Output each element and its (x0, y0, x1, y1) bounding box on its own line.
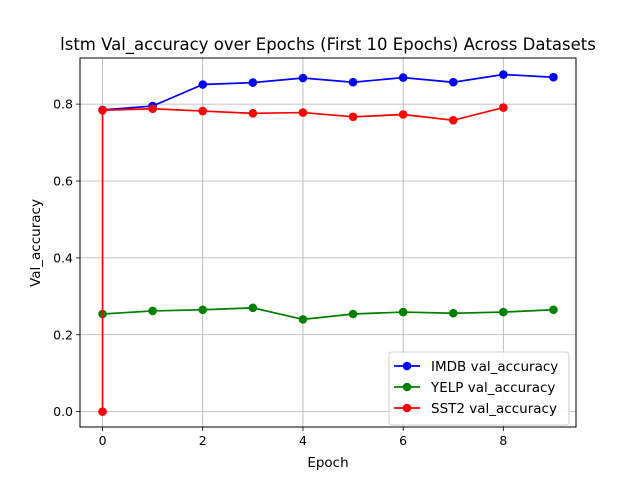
series-layer (98, 70, 558, 416)
y-tick-label: 0.2 (53, 327, 73, 342)
data-point (398, 307, 408, 317)
legend-marker (402, 382, 412, 392)
x-tick-label: 0 (99, 433, 107, 448)
data-point (499, 70, 508, 79)
legend-marker (402, 361, 412, 371)
legend-marker (402, 403, 412, 413)
grid (80, 58, 576, 427)
data-point (499, 307, 508, 317)
legend-box (388, 351, 570, 426)
legend: IMDB val_accuracy YELP val_accuracy SST2 v… (388, 351, 570, 426)
data-point (198, 106, 208, 116)
data-point (298, 315, 308, 324)
x-tick-label: 4 (299, 433, 307, 448)
data-point (198, 80, 208, 89)
y-tick-label: 0.0 (53, 404, 73, 419)
series-0 (98, 70, 558, 115)
y-tick-label: 0.4 (53, 250, 73, 265)
data-point (448, 115, 458, 125)
data-point (248, 109, 258, 118)
series-line (102, 73, 554, 111)
data-point (549, 72, 558, 82)
data-point (198, 305, 208, 315)
y-tick-label: 0.8 (53, 97, 73, 112)
data-point (348, 112, 358, 122)
chart-title: lstm Val_accuracy over Epochs (First 10 … (60, 35, 596, 55)
legend-label: SST2 val_accuracy (431, 401, 557, 417)
data-point (98, 105, 107, 115)
series-line (101, 106, 504, 412)
data-point (448, 308, 458, 318)
series-line (102, 306, 554, 321)
series-2 (98, 103, 508, 416)
data-point (98, 407, 107, 416)
data-point (298, 108, 308, 117)
legend-label: YELP val_accuracy (430, 380, 555, 396)
x-tick-label: 2 (199, 433, 207, 448)
data-point (348, 77, 358, 87)
x-tick-label: 6 (399, 433, 407, 448)
plot-frame (79, 57, 577, 428)
data-point (499, 103, 508, 112)
data-point (148, 306, 157, 316)
y-tick-label: 0.6 (53, 174, 73, 189)
data-point (248, 78, 258, 87)
series-1 (98, 303, 558, 324)
data-point (448, 77, 458, 87)
x-axis-label: Epoch (307, 455, 348, 471)
data-point (148, 104, 157, 114)
x-tick-label: 8 (499, 433, 507, 448)
data-point (298, 73, 308, 83)
data-point (549, 305, 558, 315)
data-point (398, 73, 408, 82)
legend-label: IMDB val_accuracy (431, 359, 558, 375)
data-point (348, 309, 358, 319)
axis-ticks: 0 2 4 6 8 0.0 0.2 0.4 0.6 0.8 (53, 97, 507, 448)
data-point (248, 303, 258, 313)
y-axis-label: Val_accuracy (28, 199, 44, 287)
data-point (398, 110, 408, 119)
